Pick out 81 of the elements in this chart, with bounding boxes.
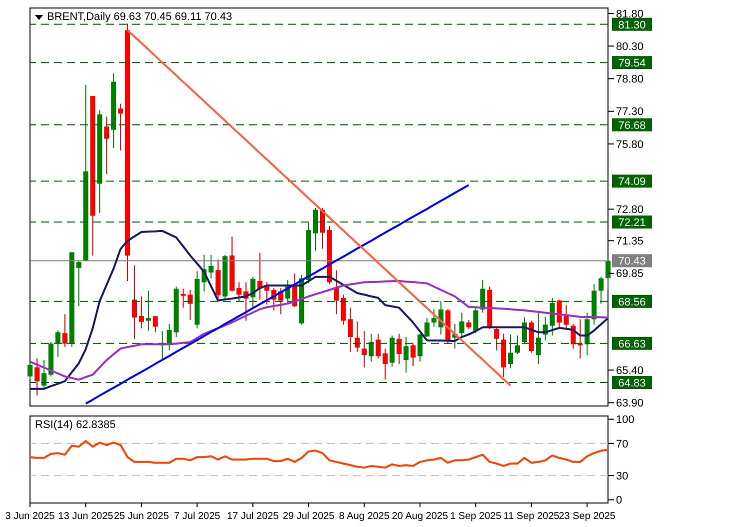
- x-tick-label: 13 Jun 2025: [58, 511, 114, 522]
- y-tick-label: 72.80: [616, 204, 644, 216]
- x-tick-label: 3 Jun 2025: [5, 511, 56, 522]
- ref-line-label: 66.63: [618, 338, 646, 350]
- candlestick: [410, 343, 416, 366]
- line-series: [126, 29, 512, 387]
- y-tick-label: 30: [616, 470, 628, 483]
- x-tick-label: 25 Jun 2025: [114, 511, 170, 522]
- x-tick-label: 23 Sep 2025: [558, 511, 616, 522]
- candlestick: [368, 333, 374, 362]
- y-tick-label: 80.30: [616, 40, 644, 53]
- x-tick-label: 20 Aug 2025: [392, 511, 448, 522]
- ref-line-label: 70.43: [618, 256, 646, 268]
- candlestick: [118, 103, 124, 151]
- y-tick-label: 63.90: [616, 398, 644, 410]
- candlestick: [41, 360, 46, 388]
- candlestick: [536, 312, 541, 365]
- y-tick-label: 70: [616, 438, 628, 450]
- line-series: [29, 280, 609, 381]
- candlestick: [606, 260, 611, 290]
- candlestick: [166, 324, 172, 351]
- line-series: [29, 230, 609, 390]
- candlestick: [34, 358, 40, 396]
- candlestick: [208, 254, 214, 279]
- x-tick-label: 29 Jul 2025: [282, 511, 335, 522]
- line-series: [84, 184, 470, 405]
- candlestick: [376, 333, 381, 359]
- candlestick: [473, 306, 478, 334]
- candlestick: [417, 333, 422, 362]
- y-tick-label: 100: [616, 414, 634, 426]
- x-tick-label: 7 Jul 2025: [174, 511, 221, 522]
- candlestick: [132, 264, 137, 340]
- candlestick: [55, 330, 60, 358]
- candlestick: [313, 208, 318, 252]
- candlestick: [514, 335, 520, 355]
- candlestick: [404, 336, 409, 374]
- candlestick: [340, 294, 346, 326]
- candlestick: [362, 330, 367, 368]
- x-tick-label: 11 Sep 2025: [503, 511, 560, 522]
- y-tick-label: 78.80: [616, 74, 644, 86]
- ref-line-label: 64.83: [618, 378, 646, 390]
- candlestick: [396, 333, 402, 365]
- candlestick: [188, 289, 193, 321]
- candlestick: [138, 296, 144, 329]
- candlestick: [494, 326, 500, 351]
- candlestick: [431, 308, 436, 328]
- chart-title: RSI(14) 62.8385: [35, 419, 116, 431]
- y-tick-label: 69.85: [616, 268, 644, 280]
- candlestick: [424, 318, 430, 338]
- candlestick: [264, 282, 270, 305]
- ref-line-label: 81.30: [618, 19, 646, 32]
- ref-line-label: 79.54: [618, 58, 646, 70]
- candlestick: [334, 270, 339, 315]
- candlestick: [152, 316, 158, 333]
- x-tick-label: 1 Sep 2025: [450, 511, 502, 522]
- x-tick-label: 17 Jul 2025: [226, 511, 280, 522]
- candlestick: [28, 363, 33, 380]
- candlestick: [598, 276, 604, 304]
- ref-line-label: 74.09: [618, 176, 646, 188]
- candlestick: [236, 282, 242, 302]
- chart-title: BRENT,Daily 69.63 70.45 69.11 70.43: [47, 11, 232, 23]
- candlestick: [76, 260, 82, 307]
- y-tick-label: 75.80: [616, 138, 644, 151]
- y-tick-label: 71.35: [616, 236, 644, 248]
- candlestick: [508, 334, 514, 369]
- y-tick-label: 0: [616, 494, 622, 507]
- candlestick: [146, 290, 151, 332]
- x-tick-label: 8 Aug 2025: [338, 511, 390, 522]
- ref-line-label: 72.21: [618, 217, 646, 230]
- line-series: [29, 440, 609, 469]
- ref-line-label: 76.68: [618, 120, 646, 132]
- candlestick: [354, 320, 360, 352]
- y-tick-label: 65.40: [616, 365, 644, 378]
- y-tick-label: 81.80: [616, 8, 644, 20]
- candlestick: [348, 307, 353, 352]
- candlestick: [62, 314, 68, 348]
- ref-line-label: 68.56: [618, 296, 646, 308]
- candlestick: [459, 312, 464, 338]
- y-tick-label: 77.30: [616, 106, 644, 118]
- candlestick: [382, 348, 388, 380]
- candlestick: [104, 116, 110, 174]
